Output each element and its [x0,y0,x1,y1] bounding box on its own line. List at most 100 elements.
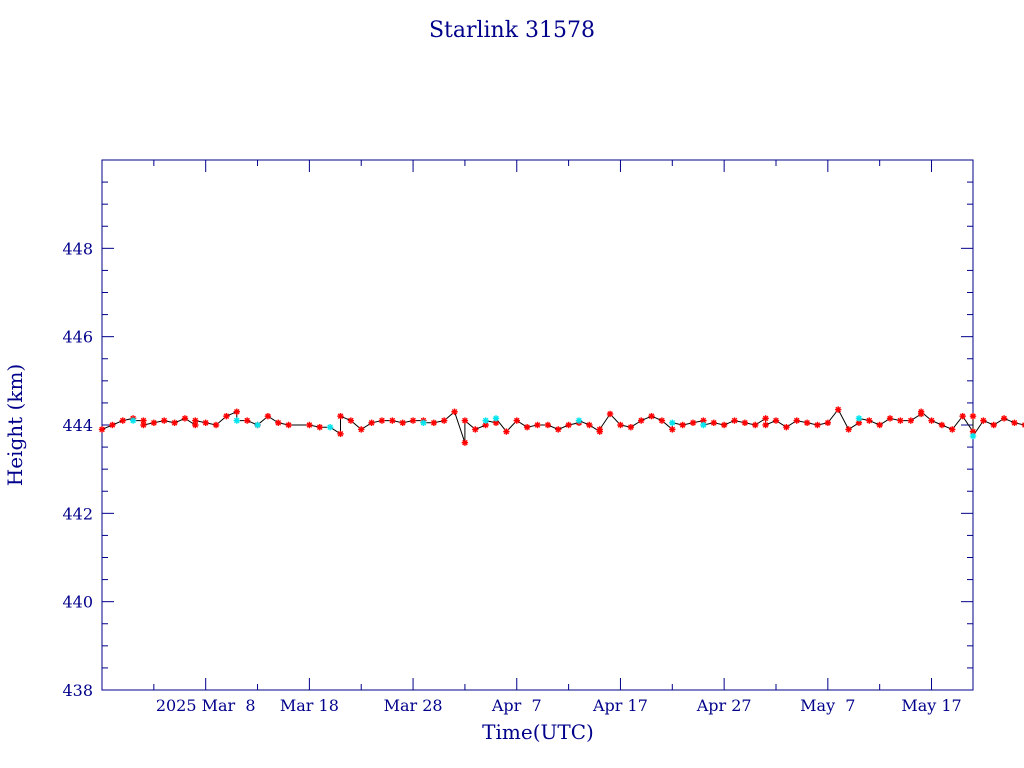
red-data-point [243,417,251,424]
x-tick-label: Apr 7 [491,696,542,715]
red-data-point [565,421,572,429]
red-data-point [337,412,344,420]
y-tick-label: 442 [62,504,93,523]
red-data-point [586,421,593,429]
red-data-point [513,417,520,424]
red-data-point [886,415,894,422]
red-data-point [824,419,832,426]
y-axis-label: Height (km) [3,364,27,486]
cyan-data-point [254,421,261,429]
red-data-point [606,410,614,418]
red-data-point [233,408,240,415]
red-data-point [990,421,997,429]
red-data-point [98,426,106,433]
red-data-point [907,417,914,424]
cyan-data-point [855,415,863,422]
red-data-point [959,412,966,420]
red-data-point [275,419,282,426]
red-data-point [876,421,883,429]
red-data-point [917,408,925,415]
red-data-point [710,419,717,426]
red-data-point [389,417,396,424]
cyan-data-point [129,417,137,424]
red-data-point [378,417,386,424]
red-data-point [472,426,479,433]
red-data-point [669,426,676,433]
red-data-point [814,421,821,429]
red-data-point [928,417,935,424]
red-data-point [482,421,489,429]
x-tick-label: May 17 [901,696,961,715]
red-data-point [544,421,552,429]
red-data-point [212,421,220,429]
red-data-point [306,421,313,429]
red-data-point [969,412,977,420]
red-data-point [368,419,375,426]
red-data-point [316,424,323,431]
data-series [98,406,1024,446]
red-data-point [637,417,645,424]
red-data-point [793,417,800,424]
red-data-point [223,412,230,420]
axis-ticks [101,159,973,691]
y-tick-label: 444 [62,416,93,435]
red-data-point [741,419,749,426]
red-data-point [358,426,365,433]
red-data-point [430,419,438,426]
red-data-point [658,417,666,424]
y-tick-label: 440 [62,593,93,612]
red-data-point [1011,419,1018,426]
cyan-data-point [700,421,707,429]
red-data-point [523,424,531,431]
height-trace-line [101,408,1024,443]
red-data-point [264,412,272,420]
red-data-point [866,417,873,424]
x-tick-label: Apr 27 [696,696,752,715]
red-data-point [119,417,126,424]
red-data-point [772,417,780,424]
y-tick-label: 448 [62,239,93,258]
red-data-point [399,419,406,426]
cyan-data-point [420,419,427,426]
red-data-point [409,417,417,424]
red-data-point [140,421,147,429]
red-data-point [285,421,292,429]
red-data-point [938,421,946,429]
y-tick-label: 446 [62,328,93,347]
cyan-data-point [482,417,489,424]
red-data-point [720,421,728,429]
red-data-point [845,426,852,433]
red-data-point [949,426,956,433]
red-data-point [752,421,759,429]
red-data-point [835,406,842,413]
red-data-point [596,426,603,433]
chart-title: Starlink 31578 [429,18,595,43]
cyan-data-point [492,415,500,422]
x-tick-label: Mar 18 [280,696,339,715]
red-data-point [803,419,811,426]
x-tick-label: May 7 [800,696,855,715]
red-data-point [451,408,458,415]
red-data-point [461,417,469,424]
red-data-point [503,428,510,435]
red-data-point [679,421,686,429]
x-tick-label: 2025 Mar 8 [156,696,256,715]
axis-tick-labels: 438 440 442 444 446 448 2025 Mar 8 Mar 18 Mar 28… [62,239,961,715]
cyan-data-point [233,417,240,424]
red-data-point [534,421,541,429]
red-data-point [617,421,624,429]
red-data-point [161,417,168,424]
red-data-point [171,419,178,426]
red-data-point [337,430,344,438]
y-tick-label: 438 [62,681,93,700]
red-data-point [762,421,769,429]
red-data-point [897,417,904,424]
red-data-point [181,415,189,422]
red-data-point [150,419,158,426]
red-data-point [1021,422,1024,428]
red-data-point [762,415,769,422]
red-data-point [202,419,209,426]
red-data-point [192,417,199,424]
x-tick-label: Mar 28 [384,696,443,715]
